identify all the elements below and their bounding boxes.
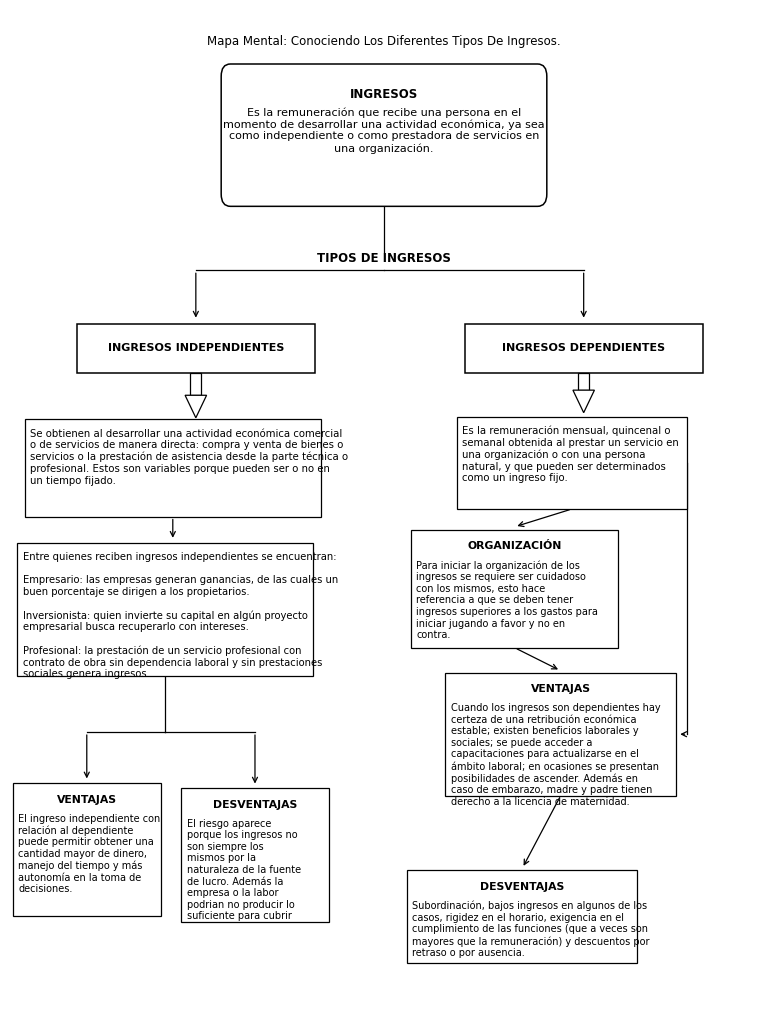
Text: Mapa Mental: Conociendo Los Diferentes Tipos De Ingresos.: Mapa Mental: Conociendo Los Diferentes T…	[207, 36, 561, 48]
Text: DESVENTAJAS: DESVENTAJAS	[480, 882, 564, 892]
Text: Es la remuneración mensual, quincenal o
semanal obtenida al prestar un servicio : Es la remuneración mensual, quincenal o …	[462, 426, 679, 483]
Bar	[25, 420, 321, 516]
Text: INGRESOS: INGRESOS	[350, 88, 418, 100]
Bar	[17, 543, 313, 676]
Bar	[457, 417, 687, 509]
Text: Se obtienen al desarrollar una actividad económica comercial
o de servicios de m: Se obtienen al desarrollar una actividad…	[30, 428, 349, 485]
Text: VENTAJAS: VENTAJAS	[57, 795, 117, 805]
Bar	[578, 373, 589, 390]
Bar	[411, 530, 618, 648]
Text: Subordinación, bajos ingresos en algunos de los
casos, rigidez en el horario, ex: Subordinación, bajos ingresos en algunos…	[412, 901, 650, 958]
Polygon shape	[185, 395, 207, 418]
Text: Cuando los ingresos son dependientes hay
certeza de una retribución económica
es: Cuando los ingresos son dependientes hay…	[451, 703, 660, 807]
Bar	[181, 788, 329, 922]
Text: El ingreso independiente con
relación al dependiente
puede permitir obtener una
: El ingreso independiente con relación al…	[18, 813, 161, 894]
Text: Entre quienes reciben ingresos independientes se encuentran:

Empresario: las em: Entre quienes reciben ingresos independi…	[22, 552, 338, 679]
Text: VENTAJAS: VENTAJAS	[531, 684, 591, 694]
FancyBboxPatch shape	[221, 63, 547, 207]
Text: ORGANIZACIÓN: ORGANIZACIÓN	[468, 541, 561, 551]
Text: INGRESOS INDEPENDIENTES: INGRESOS INDEPENDIENTES	[108, 343, 284, 353]
Bar	[465, 324, 703, 373]
Bar	[407, 870, 637, 963]
Bar	[77, 324, 315, 373]
Text: Para iniciar la organización de los
ingresos se requiere ser cuidadoso
con los m: Para iniciar la organización de los ingr…	[416, 560, 598, 640]
Text: Es la remuneración que recibe una persona en el
momento de desarrollar una activ: Es la remuneración que recibe una person…	[223, 108, 545, 154]
Bar	[13, 783, 161, 916]
Text: TIPOS DE INGRESOS: TIPOS DE INGRESOS	[317, 252, 451, 264]
Text: INGRESOS DEPENDIENTES: INGRESOS DEPENDIENTES	[502, 343, 665, 353]
Text: El riesgo aparece
porque los ingresos no
son siempre los
mismos por la
naturalez: El riesgo aparece porque los ingresos no…	[187, 819, 301, 922]
Bar	[190, 373, 201, 395]
Text: DESVENTAJAS: DESVENTAJAS	[213, 800, 297, 810]
Polygon shape	[573, 390, 594, 413]
Bar	[445, 673, 676, 796]
